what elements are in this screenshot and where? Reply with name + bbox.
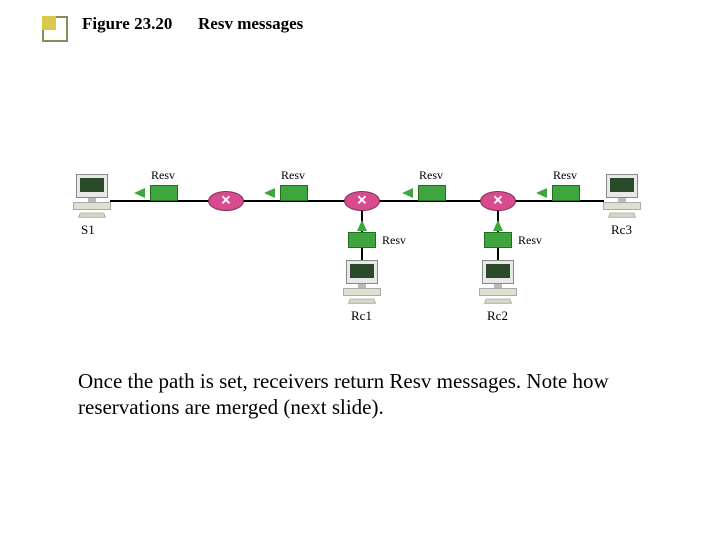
resv-label: Resv xyxy=(553,168,577,183)
resv-label: Resv xyxy=(419,168,443,183)
arrow-left-icon xyxy=(134,188,145,198)
router-icon xyxy=(208,191,244,211)
resv-label: Resv xyxy=(518,233,542,248)
resv-message-icon xyxy=(418,185,446,201)
computer-icon xyxy=(342,260,382,304)
resv-message-icon xyxy=(484,232,512,248)
node-label-rc1: Rc1 xyxy=(351,308,372,324)
node-label-rc3: Rc3 xyxy=(611,222,632,238)
resv-label: Resv xyxy=(382,233,406,248)
resv-message-icon xyxy=(348,232,376,248)
arrow-left-icon xyxy=(264,188,275,198)
resv-label: Resv xyxy=(281,168,305,183)
arrow-up-icon xyxy=(493,220,503,231)
slide-bullet xyxy=(42,16,68,42)
network-diagram: Resv Resv Resv Resv Resv Resv S1 Rc3 Rc1… xyxy=(72,150,648,330)
resv-message-icon xyxy=(280,185,308,201)
arrow-left-icon xyxy=(402,188,413,198)
computer-icon xyxy=(478,260,518,304)
router-icon xyxy=(480,191,516,211)
computer-icon xyxy=(602,174,642,218)
computer-icon xyxy=(72,174,112,218)
figure-title: Resv messages xyxy=(198,14,303,34)
router-icon xyxy=(344,191,380,211)
node-label-s1: S1 xyxy=(81,222,95,238)
arrow-left-icon xyxy=(536,188,547,198)
resv-label: Resv xyxy=(151,168,175,183)
figure-number: Figure 23.20 xyxy=(82,14,172,34)
arrow-up-icon xyxy=(357,220,367,231)
resv-message-icon xyxy=(150,185,178,201)
slide-caption: Once the path is set, receivers return R… xyxy=(78,368,658,421)
node-label-rc2: Rc2 xyxy=(487,308,508,324)
resv-message-icon xyxy=(552,185,580,201)
